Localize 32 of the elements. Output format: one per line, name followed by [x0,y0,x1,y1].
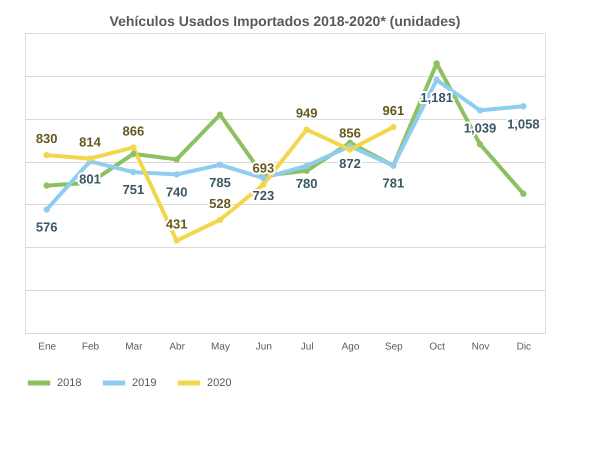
legend-label: 2020 [207,377,232,389]
x-tick-label: Jul [300,342,314,352]
data-label: 785 [209,174,231,190]
data-label: 830 [36,131,58,146]
data-label: 872 [339,156,361,172]
legend-label: 2019 [132,377,156,389]
x-tick-label: Dic [516,342,532,352]
x-tick-label: Feb [82,342,100,352]
data-label: 856 [339,126,361,141]
data-label: 1,058 [507,116,540,132]
data-label: 751 [122,182,144,198]
x-tick-label: Sep [384,342,404,352]
data-label: 780 [296,176,318,191]
data-label: 576 [36,220,58,235]
x-tick-label: Ene [38,342,56,352]
legend-label: 2018 [57,377,82,389]
chart-title: Vehículos Usados Importados 2018-2020* (unidades) [110,13,460,29]
data-label: 814 [79,134,102,150]
data-label: 781 [382,176,404,191]
data-label: 723 [252,188,274,204]
x-tick-label: Mar [125,342,144,352]
data-label: 740 [166,184,188,200]
data-label: 949 [296,106,318,121]
x-tick-label: Jun [256,342,272,352]
x-tick-label: May [211,342,230,352]
x-tick-label: Oct [429,342,446,352]
data-label: 528 [209,196,231,211]
x-tick-label: Abr [169,342,186,352]
x-tick-label: Nov [472,342,490,352]
data-label: 866 [122,123,144,138]
x-tick-label: Ago [342,342,360,352]
data-label: 961 [382,103,404,118]
